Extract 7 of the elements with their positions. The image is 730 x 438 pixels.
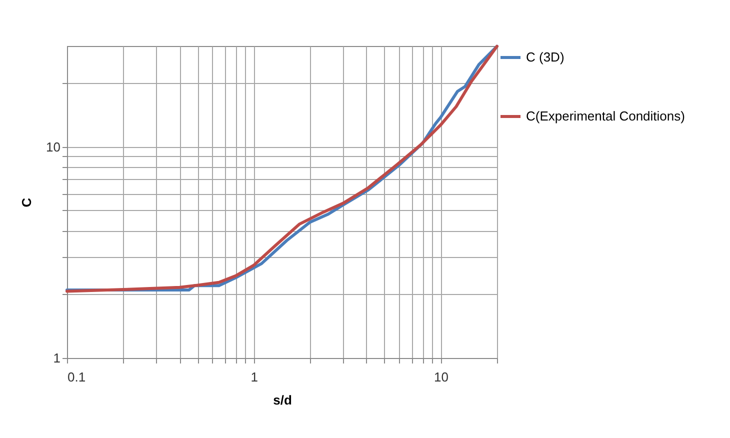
x-tick-label: 10 — [434, 370, 448, 384]
x-axis-title: s/d — [273, 392, 292, 408]
y-axis-title: C — [19, 197, 34, 208]
legend-label: C(Experimental Conditions) — [526, 108, 685, 124]
x-tick-label: 0.1 — [68, 370, 86, 384]
x-tick-label: 1 — [250, 370, 258, 384]
legend-label: C (3D) — [526, 50, 564, 64]
